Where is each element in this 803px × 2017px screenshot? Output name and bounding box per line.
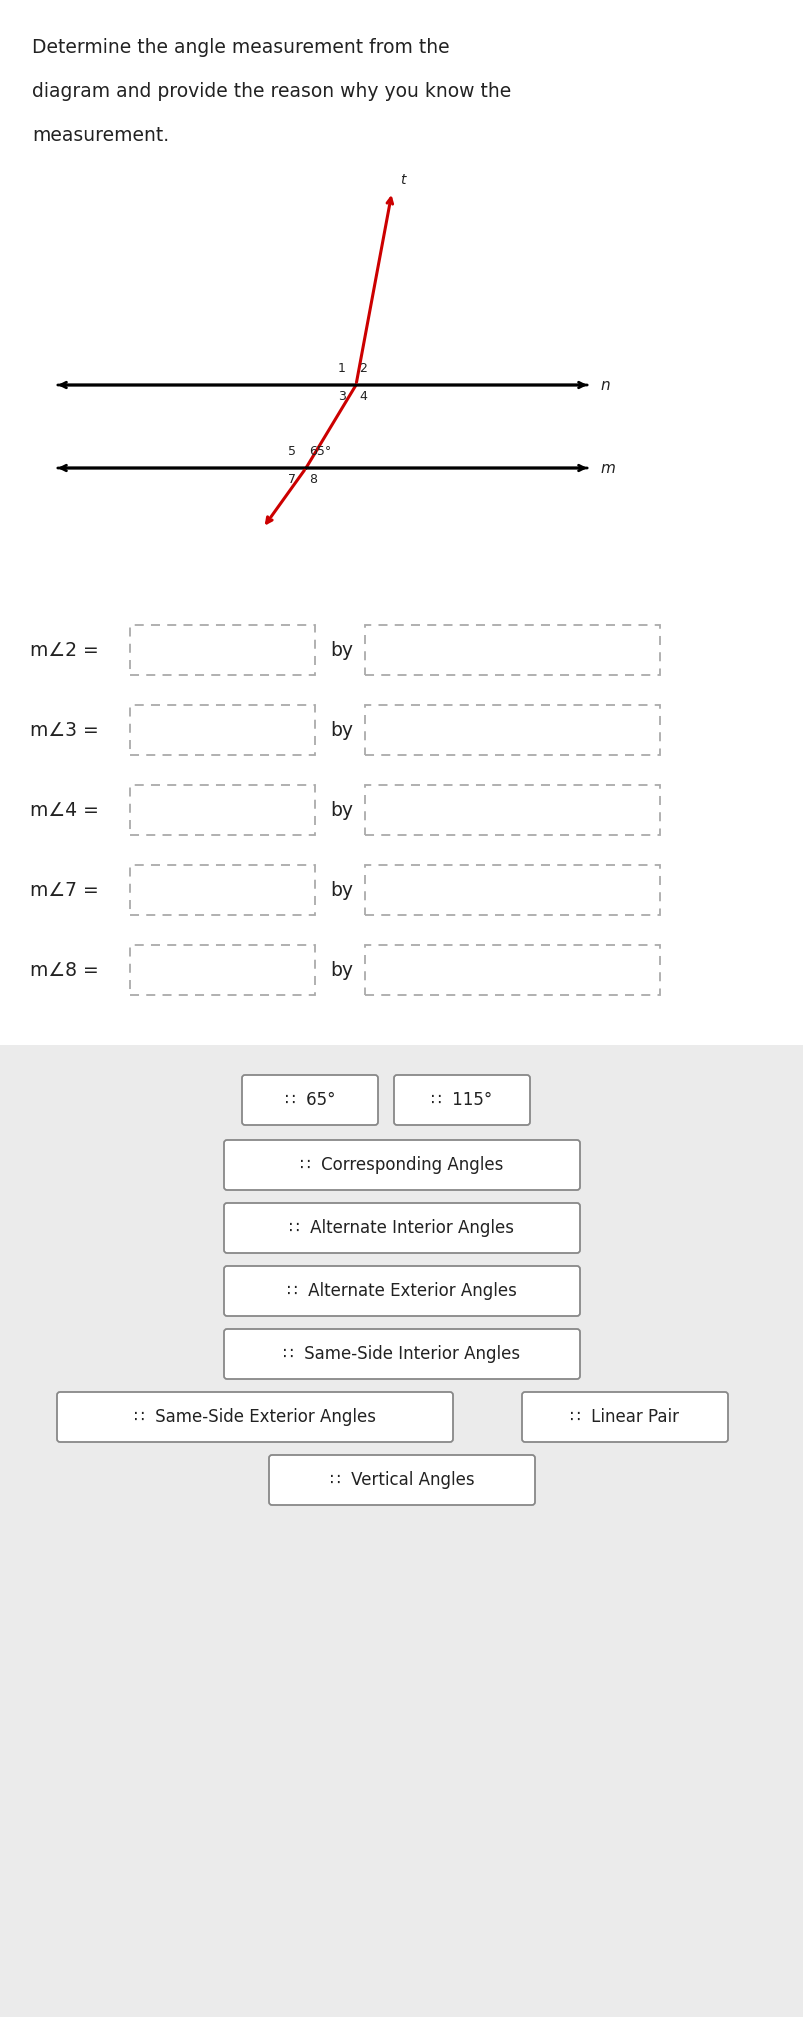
Text: m∠8 =: m∠8 = (30, 960, 99, 980)
Text: ∷  65°: ∷ 65° (284, 1091, 335, 1109)
FancyBboxPatch shape (521, 1392, 727, 1442)
Text: 5: 5 (287, 446, 296, 458)
FancyBboxPatch shape (224, 1267, 579, 1315)
Text: Determine the angle measurement from the: Determine the angle measurement from the (32, 38, 449, 56)
Text: n: n (599, 377, 609, 393)
Text: 7: 7 (287, 474, 296, 486)
Text: 65°: 65° (308, 446, 331, 458)
Text: t: t (400, 173, 405, 188)
FancyBboxPatch shape (393, 1075, 529, 1125)
Text: ∷  Linear Pair: ∷ Linear Pair (570, 1408, 679, 1426)
FancyBboxPatch shape (57, 1392, 452, 1442)
FancyBboxPatch shape (242, 1075, 377, 1125)
FancyBboxPatch shape (269, 1454, 534, 1505)
Text: m∠3 =: m∠3 = (30, 720, 99, 740)
FancyBboxPatch shape (224, 1329, 579, 1380)
Text: 1: 1 (338, 361, 345, 375)
Text: ∷  Corresponding Angles: ∷ Corresponding Angles (300, 1156, 503, 1174)
Text: m∠7 =: m∠7 = (30, 881, 99, 900)
Text: measurement.: measurement. (32, 125, 169, 145)
Text: ∷  Alternate Interior Angles: ∷ Alternate Interior Angles (289, 1218, 514, 1236)
Text: ∷  Same-Side Exterior Angles: ∷ Same-Side Exterior Angles (134, 1408, 376, 1426)
Text: ∷  Same-Side Interior Angles: ∷ Same-Side Interior Angles (283, 1345, 520, 1363)
Text: by: by (329, 641, 353, 660)
Text: diagram and provide the reason why you know the: diagram and provide the reason why you k… (32, 83, 511, 101)
Text: m∠2 =: m∠2 = (30, 641, 99, 660)
FancyBboxPatch shape (224, 1202, 579, 1253)
Text: by: by (329, 960, 353, 980)
Text: 2: 2 (359, 361, 366, 375)
Text: ∷  Vertical Angles: ∷ Vertical Angles (329, 1470, 474, 1489)
FancyBboxPatch shape (224, 1140, 579, 1190)
Text: 3: 3 (338, 389, 345, 403)
FancyBboxPatch shape (0, 1045, 803, 2017)
Text: m: m (599, 460, 614, 476)
Text: m∠4 =: m∠4 = (30, 801, 99, 819)
Text: ∷  Alternate Exterior Angles: ∷ Alternate Exterior Angles (287, 1283, 516, 1301)
Text: by: by (329, 801, 353, 819)
Text: ∷  115°: ∷ 115° (431, 1091, 492, 1109)
Text: 4: 4 (359, 389, 366, 403)
Text: by: by (329, 881, 353, 900)
Text: by: by (329, 720, 353, 740)
Text: 8: 8 (308, 474, 316, 486)
